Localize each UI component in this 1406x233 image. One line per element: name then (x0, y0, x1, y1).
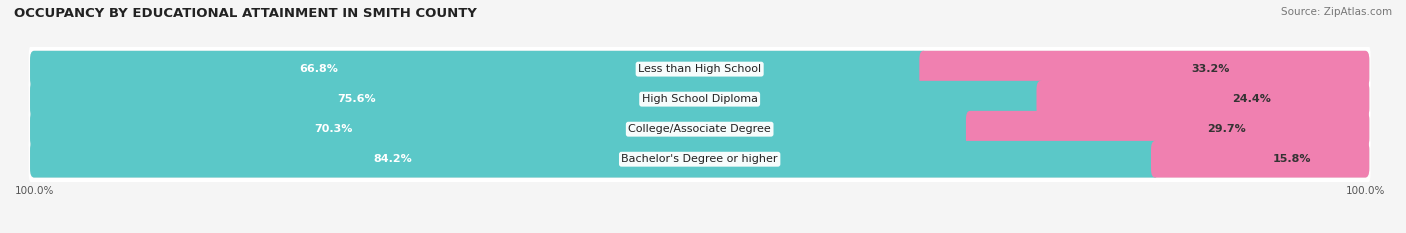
FancyBboxPatch shape (1036, 81, 1369, 117)
FancyBboxPatch shape (28, 43, 1371, 95)
Text: 24.4%: 24.4% (1232, 94, 1271, 104)
FancyBboxPatch shape (30, 51, 928, 87)
Text: 75.6%: 75.6% (337, 94, 375, 104)
FancyBboxPatch shape (30, 81, 1045, 117)
Text: 84.2%: 84.2% (374, 154, 412, 164)
FancyBboxPatch shape (28, 103, 1371, 155)
Text: 70.3%: 70.3% (315, 124, 353, 134)
FancyBboxPatch shape (30, 111, 1369, 147)
FancyBboxPatch shape (30, 111, 974, 147)
FancyBboxPatch shape (920, 51, 1369, 87)
FancyBboxPatch shape (30, 141, 1159, 178)
Text: 29.7%: 29.7% (1208, 124, 1246, 134)
Text: College/Associate Degree: College/Associate Degree (628, 124, 770, 134)
FancyBboxPatch shape (30, 81, 1369, 117)
Text: 33.2%: 33.2% (1191, 64, 1230, 74)
FancyBboxPatch shape (30, 141, 1369, 178)
Text: Source: ZipAtlas.com: Source: ZipAtlas.com (1281, 7, 1392, 17)
Text: OCCUPANCY BY EDUCATIONAL ATTAINMENT IN SMITH COUNTY: OCCUPANCY BY EDUCATIONAL ATTAINMENT IN S… (14, 7, 477, 20)
FancyBboxPatch shape (30, 51, 1369, 87)
FancyBboxPatch shape (966, 111, 1369, 147)
Text: 66.8%: 66.8% (299, 64, 337, 74)
Text: 15.8%: 15.8% (1272, 154, 1310, 164)
FancyBboxPatch shape (28, 133, 1371, 185)
Text: High School Diploma: High School Diploma (641, 94, 758, 104)
FancyBboxPatch shape (1152, 141, 1369, 178)
FancyBboxPatch shape (28, 73, 1371, 125)
Text: Bachelor's Degree or higher: Bachelor's Degree or higher (621, 154, 778, 164)
Text: Less than High School: Less than High School (638, 64, 761, 74)
